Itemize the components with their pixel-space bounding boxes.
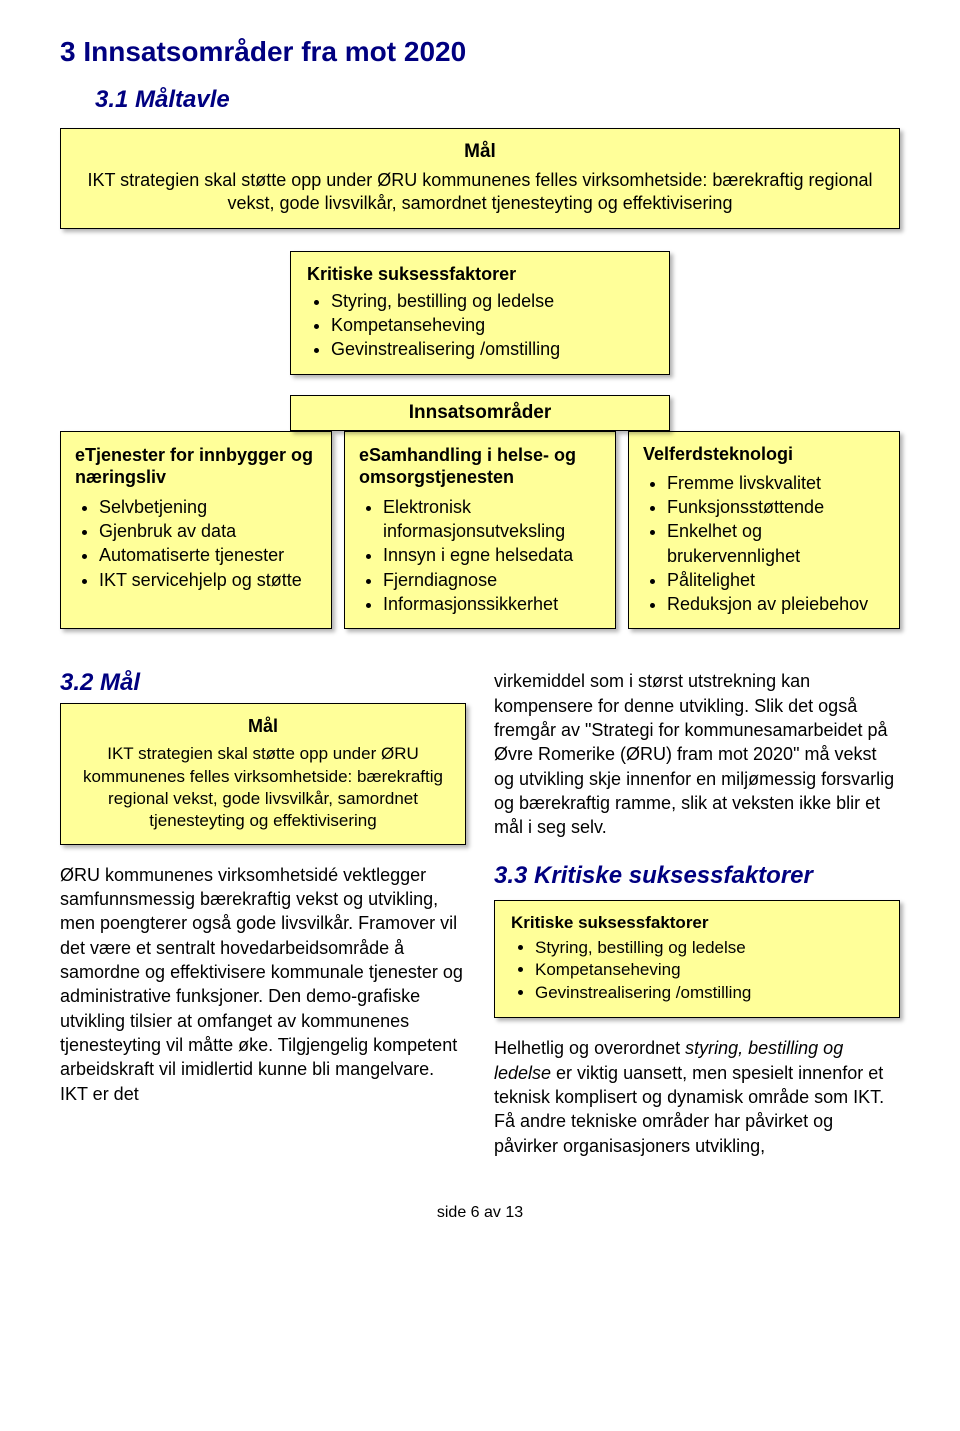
list-item: Kompetanseheving — [535, 959, 883, 982]
list-item: Selvbetjening — [99, 495, 317, 519]
page-number: side 6 av 13 — [60, 1204, 900, 1222]
body-left: ØRU kommunenes virksomhetsidé vektlegger… — [60, 863, 466, 1106]
list-item: Gjenbruk av data — [99, 519, 317, 543]
ksf-item: Styring, bestilling og ledelse — [331, 289, 653, 313]
col-esamhandling: eSamhandling i helse- og omsorgstjeneste… — [344, 431, 616, 630]
list-item: Elektronisk informasjonsutveksling — [383, 495, 601, 544]
col-title: eSamhandling i helse- og omsorgstjeneste… — [359, 444, 601, 489]
text-run: Helhetlig og overordnet — [494, 1038, 685, 1058]
col-list: Elektronisk informasjonsutveksling Innsy… — [359, 495, 601, 616]
left-column: 3.2 Mål Mål IKT strategien skal støtte o… — [60, 669, 466, 1157]
mal2-text: IKT strategien skal støtte opp under ØRU… — [77, 743, 449, 831]
list-item: Fremme livskvalitet — [667, 471, 885, 495]
col-list: Selvbetjening Gjenbruk av data Automatis… — [75, 495, 317, 592]
three-columns: eTjenester for innbygger og næringsliv S… — [60, 431, 900, 630]
list-item: Styring, bestilling og ledelse — [535, 937, 883, 960]
right-column: virkemiddel som i størst utstrekning kan… — [494, 669, 900, 1157]
list-item: Fjerndiagnose — [383, 568, 601, 592]
heading-31: 3.1 Måltavle — [95, 86, 900, 114]
ksf2-title: Kritiske suksessfaktorer — [511, 913, 883, 933]
col-title: eTjenester for innbygger og næringsliv — [75, 444, 317, 489]
mal-title: Mål — [77, 141, 883, 163]
heading-1: 3 Innsatsområder fra mot 2020 — [60, 36, 900, 68]
mal-box-2: Mål IKT strategien skal støtte opp under… — [60, 703, 466, 844]
list-item: Funksjonsstøttende — [667, 495, 885, 519]
col-etjenester: eTjenester for innbygger og næringsliv S… — [60, 431, 332, 630]
mal2-title: Mål — [77, 716, 449, 737]
mal-box-1: Mål IKT strategien skal støtte opp under… — [60, 128, 900, 229]
text-run: er viktig uansett, men spesielt innenfor… — [494, 1063, 884, 1156]
col-list: Fremme livskvalitet Funksjonsstøttende E… — [643, 471, 885, 617]
list-item: Automatiserte tjenester — [99, 543, 317, 567]
list-item: Innsyn i egne helsedata — [383, 543, 601, 567]
list-item: Reduksjon av pleiebehov — [667, 592, 885, 616]
list-item: IKT servicehjelp og støtte — [99, 568, 317, 592]
ksf2-list: Styring, bestilling og ledelse Kompetans… — [511, 937, 883, 1006]
ksf-list: Styring, bestilling og ledelse Kompetans… — [307, 289, 653, 362]
list-item: Pålitelighet — [667, 568, 885, 592]
heading-33: 3.3 Kritiske suksessfaktorer — [494, 862, 900, 890]
ksf-box-2: Kritiske suksessfaktorer Styring, bestil… — [494, 900, 900, 1019]
col-velferd: Velferdsteknologi Fremme livskvalitet Fu… — [628, 431, 900, 630]
col-title: Velferdsteknologi — [643, 444, 885, 465]
body-right-bottom: Helhetlig og overordnet styring, bestill… — [494, 1036, 900, 1157]
ksf-box-1: Kritiske suksessfaktorer Styring, bestil… — [290, 251, 670, 375]
list-item: Informasjonssikkerhet — [383, 592, 601, 616]
mal-text: IKT strategien skal støtte opp under ØRU… — [77, 169, 883, 216]
heading-32: 3.2 Mål — [60, 669, 466, 697]
ksf-title: Kritiske suksessfaktorer — [307, 264, 653, 285]
body-right-top: virkemiddel som i størst utstrekning kan… — [494, 669, 900, 839]
ksf-item: Gevinstrealisering /omstilling — [331, 337, 653, 361]
innsats-label: Innsatsområder — [290, 395, 670, 431]
list-item: Gevinstrealisering /omstilling — [535, 982, 883, 1005]
ksf-item: Kompetanseheving — [331, 313, 653, 337]
list-item: Enkelhet og brukervennlighet — [667, 519, 885, 568]
two-column-body: 3.2 Mål Mål IKT strategien skal støtte o… — [60, 669, 900, 1157]
